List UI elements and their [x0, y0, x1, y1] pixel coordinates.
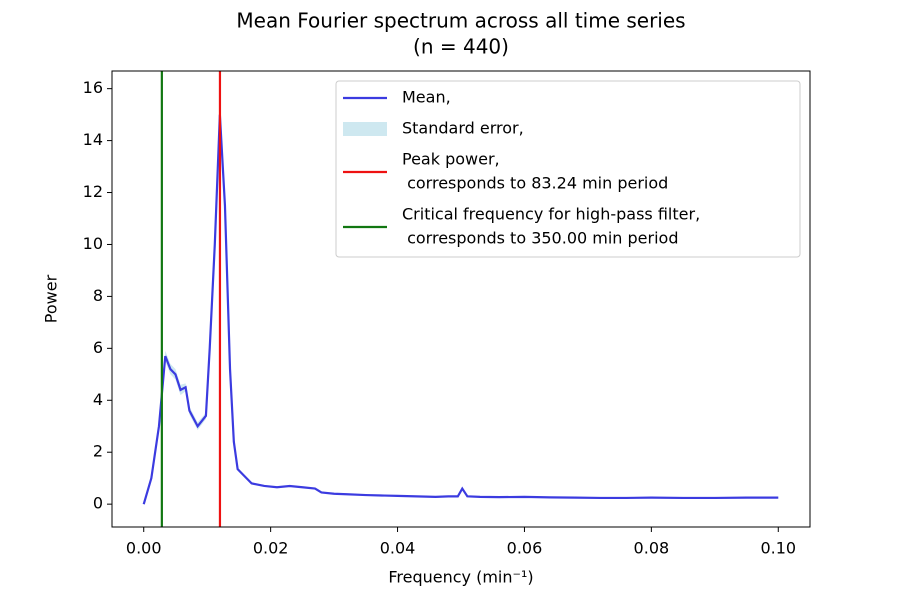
- x-tick-label: 0.10: [760, 539, 796, 558]
- y-tick-label: 8: [93, 286, 103, 305]
- chart-title: Mean Fourier spectrum across all time se…: [236, 9, 685, 33]
- legend-label: corresponds to 83.24 min period: [402, 174, 668, 193]
- y-tick-label: 0: [93, 494, 103, 513]
- y-tick-label: 4: [93, 390, 103, 409]
- y-tick-label: 6: [93, 338, 103, 357]
- chart-subtitle: (n = 440): [413, 35, 509, 59]
- legend-swatch: [343, 122, 387, 136]
- legend-label: Critical frequency for high-pass filter,: [402, 205, 700, 224]
- x-tick-label: 0.08: [634, 539, 670, 558]
- y-tick-label: 16: [83, 78, 103, 97]
- y-tick-label: 12: [83, 182, 103, 201]
- y-tick-label: 14: [83, 130, 103, 149]
- x-tick-label: 0.00: [126, 539, 162, 558]
- legend-box: [335, 80, 801, 258]
- y-axis-label: Power: [42, 274, 61, 323]
- plot-frame: [111, 70, 811, 528]
- y-tick-label: 10: [83, 234, 103, 253]
- x-tick-label: 0.04: [380, 539, 416, 558]
- legend-label: Standard error,: [402, 119, 524, 138]
- legend: Mean, Standard error, Peak power, correspo…: [335, 80, 801, 258]
- legend-label: corresponds to 350.00 min period: [402, 229, 678, 248]
- legend-label: Peak power,: [402, 150, 500, 169]
- x-tick-label: 0.02: [253, 539, 289, 558]
- mean-line: [142, 114, 779, 505]
- x-axis-label: Frequency (min⁻¹): [388, 568, 533, 587]
- legend-label: Mean,: [402, 88, 451, 107]
- y-tick-label: 2: [93, 442, 103, 461]
- x-tick-label: 0.06: [507, 539, 543, 558]
